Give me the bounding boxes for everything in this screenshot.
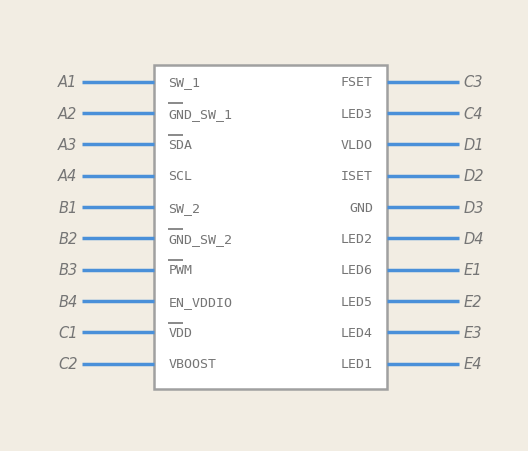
Text: GND_SW_1: GND_SW_1 bbox=[168, 107, 232, 120]
Text: A2: A2 bbox=[58, 106, 78, 121]
Text: PWM: PWM bbox=[168, 264, 192, 276]
Text: E2: E2 bbox=[464, 294, 482, 309]
Text: EN_VDDIO: EN_VDDIO bbox=[168, 295, 232, 308]
Text: C1: C1 bbox=[58, 325, 78, 340]
Text: GND_SW_2: GND_SW_2 bbox=[168, 232, 232, 245]
Text: D3: D3 bbox=[464, 200, 484, 215]
Text: GND: GND bbox=[349, 201, 373, 214]
Text: B2: B2 bbox=[58, 231, 78, 246]
Text: VDD: VDD bbox=[168, 326, 192, 339]
Text: FSET: FSET bbox=[341, 76, 373, 89]
Text: SW_1: SW_1 bbox=[168, 76, 200, 89]
Text: E4: E4 bbox=[464, 356, 482, 371]
Text: C2: C2 bbox=[58, 356, 78, 371]
Text: SW_2: SW_2 bbox=[168, 201, 200, 214]
Bar bbox=[154, 66, 387, 389]
Text: D4: D4 bbox=[464, 231, 484, 246]
Text: C4: C4 bbox=[464, 106, 483, 121]
Text: D2: D2 bbox=[464, 169, 484, 184]
Text: SDA: SDA bbox=[168, 138, 192, 152]
Text: E1: E1 bbox=[464, 262, 482, 278]
Text: SCL: SCL bbox=[168, 170, 192, 183]
Text: B1: B1 bbox=[58, 200, 78, 215]
Text: VBOOST: VBOOST bbox=[168, 357, 216, 370]
Text: C3: C3 bbox=[464, 75, 483, 90]
Text: VLDO: VLDO bbox=[341, 138, 373, 152]
Text: A4: A4 bbox=[58, 169, 78, 184]
Text: LED2: LED2 bbox=[341, 232, 373, 245]
Text: A1: A1 bbox=[58, 75, 78, 90]
Text: LED1: LED1 bbox=[341, 357, 373, 370]
Text: B3: B3 bbox=[58, 262, 78, 278]
Text: D1: D1 bbox=[464, 138, 484, 152]
Text: B4: B4 bbox=[58, 294, 78, 309]
Text: LED3: LED3 bbox=[341, 107, 373, 120]
Text: LED5: LED5 bbox=[341, 295, 373, 308]
Text: LED6: LED6 bbox=[341, 264, 373, 276]
Text: ISET: ISET bbox=[341, 170, 373, 183]
Text: LED4: LED4 bbox=[341, 326, 373, 339]
Text: E3: E3 bbox=[464, 325, 482, 340]
Text: A3: A3 bbox=[58, 138, 78, 152]
